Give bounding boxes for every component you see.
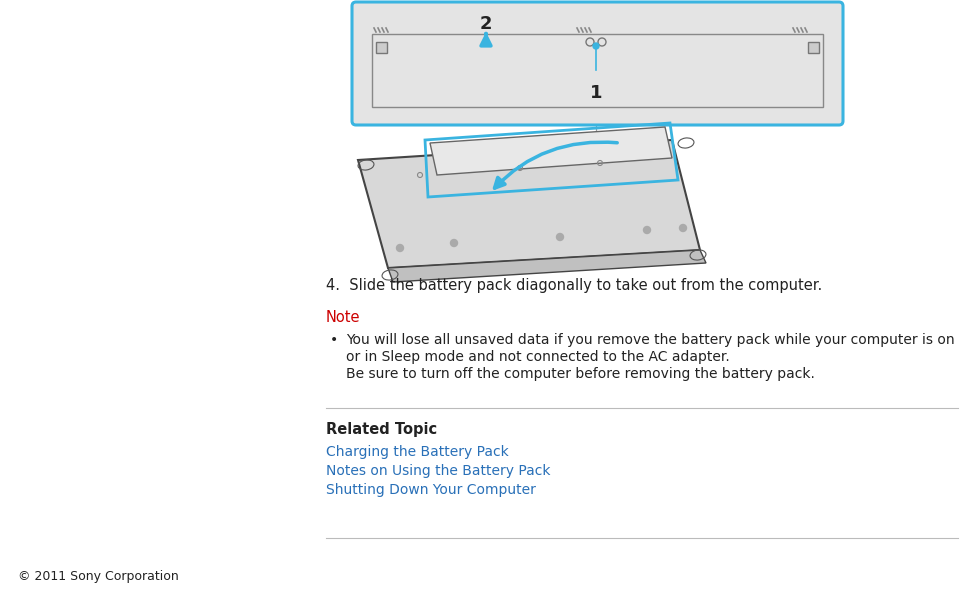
Text: or in Sleep mode and not connected to the AC adapter.: or in Sleep mode and not connected to th…	[346, 350, 730, 364]
Bar	[372, 34, 823, 107]
Text: 1: 1	[590, 84, 602, 102]
Text: Note: Note	[326, 310, 360, 325]
Text: Charging the Battery Pack: Charging the Battery Pack	[326, 445, 508, 459]
Text: You will lose all unsaved data if you remove the battery pack while your compute: You will lose all unsaved data if you re…	[346, 333, 955, 347]
Polygon shape	[388, 250, 706, 282]
FancyBboxPatch shape	[352, 2, 843, 125]
Text: 2: 2	[480, 15, 492, 33]
Circle shape	[396, 245, 403, 251]
Polygon shape	[358, 140, 700, 268]
Polygon shape	[430, 127, 672, 175]
Circle shape	[679, 225, 686, 231]
Text: Shutting Down Your Computer: Shutting Down Your Computer	[326, 483, 536, 497]
Text: 4.  Slide the battery pack diagonally to take out from the computer.: 4. Slide the battery pack diagonally to …	[326, 278, 822, 293]
Bar	[808, 42, 819, 53]
Circle shape	[593, 43, 599, 49]
Text: Notes on Using the Battery Pack: Notes on Using the Battery Pack	[326, 464, 550, 478]
Circle shape	[643, 227, 650, 234]
Circle shape	[451, 240, 458, 246]
Text: •: •	[330, 333, 339, 347]
Circle shape	[556, 234, 563, 240]
Bar	[376, 42, 387, 53]
Text: © 2011 Sony Corporation: © 2011 Sony Corporation	[18, 570, 179, 583]
Text: Be sure to turn off the computer before removing the battery pack.: Be sure to turn off the computer before …	[346, 367, 815, 381]
Text: Related Topic: Related Topic	[326, 422, 437, 437]
